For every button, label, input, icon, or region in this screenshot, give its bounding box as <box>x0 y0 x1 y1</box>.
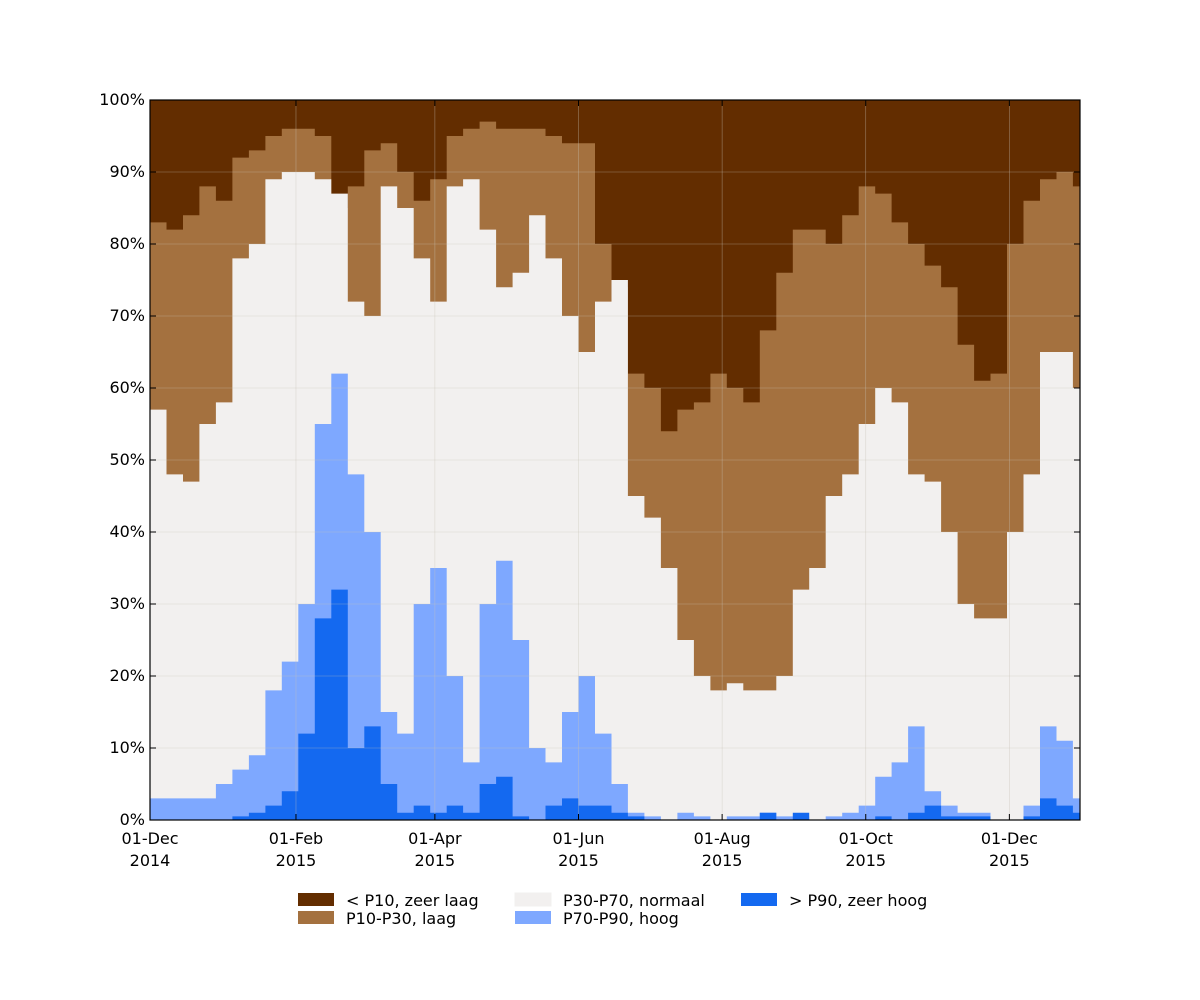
y-tick-label: 30% <box>109 594 145 613</box>
x-tick-label: 01-Dec <box>121 829 178 848</box>
legend-label-hoog: P70-P90, hoog <box>563 909 679 928</box>
legend-label-laag: P10-P30, laag <box>346 909 456 928</box>
legend-label-normaal: P30-P70, normaal <box>563 891 705 910</box>
legend-swatch-zeer-laag <box>298 893 334 906</box>
x-tick-label-year: 2015 <box>989 851 1030 870</box>
y-tick-label: 70% <box>109 306 145 325</box>
x-tick-label: 01-Dec <box>981 829 1038 848</box>
y-axis: 0% 10% 20% 30% 40% 50% 60% 70% 80% 90% 100% <box>99 90 1080 829</box>
x-tick-label: 01-Apr <box>408 829 462 848</box>
legend-swatch-hoog <box>515 911 551 924</box>
area-normaal <box>150 172 1080 820</box>
x-tick-label-year: 2015 <box>415 851 456 870</box>
y-tick-label: 90% <box>109 162 145 181</box>
y-tick-label: 10% <box>109 738 145 757</box>
x-tick-label-year: 2015 <box>702 851 743 870</box>
x-tick-label: 01-Oct <box>839 829 893 848</box>
y-tick-label: 50% <box>109 450 145 469</box>
x-tick-label-year: 2014 <box>130 851 171 870</box>
y-tick-label: 60% <box>109 378 145 397</box>
area-zeer-hoog <box>150 589 1080 820</box>
x-tick-label: 01-Feb <box>269 829 323 848</box>
x-axis: 01-Dec 2014 01-Feb 2015 01-Apr 2015 01-Jun 2015… <box>121 100 1038 870</box>
y-tick-label: 100% <box>99 90 145 109</box>
legend-swatch-laag <box>298 911 334 924</box>
y-tick-label: 80% <box>109 234 145 253</box>
x-tick-label-year: 2015 <box>845 851 886 870</box>
y-tick-label: 40% <box>109 522 145 541</box>
x-tick-label: 01-Jun <box>552 829 604 848</box>
legend-label-zeer-hoog: > P90, zeer hoog <box>789 891 927 910</box>
legend-swatch-normaal <box>514 892 552 907</box>
y-tick-label: 0% <box>120 810 145 829</box>
y-tick-label: 20% <box>109 666 145 685</box>
legend-swatch-zeer-hoog <box>741 893 777 906</box>
x-tick-label-year: 2015 <box>276 851 317 870</box>
legend-label-zeer-laag: < P10, zeer laag <box>346 891 479 910</box>
x-tick-label-year: 2015 <box>558 851 599 870</box>
x-tick-label: 01-Aug <box>694 829 751 848</box>
